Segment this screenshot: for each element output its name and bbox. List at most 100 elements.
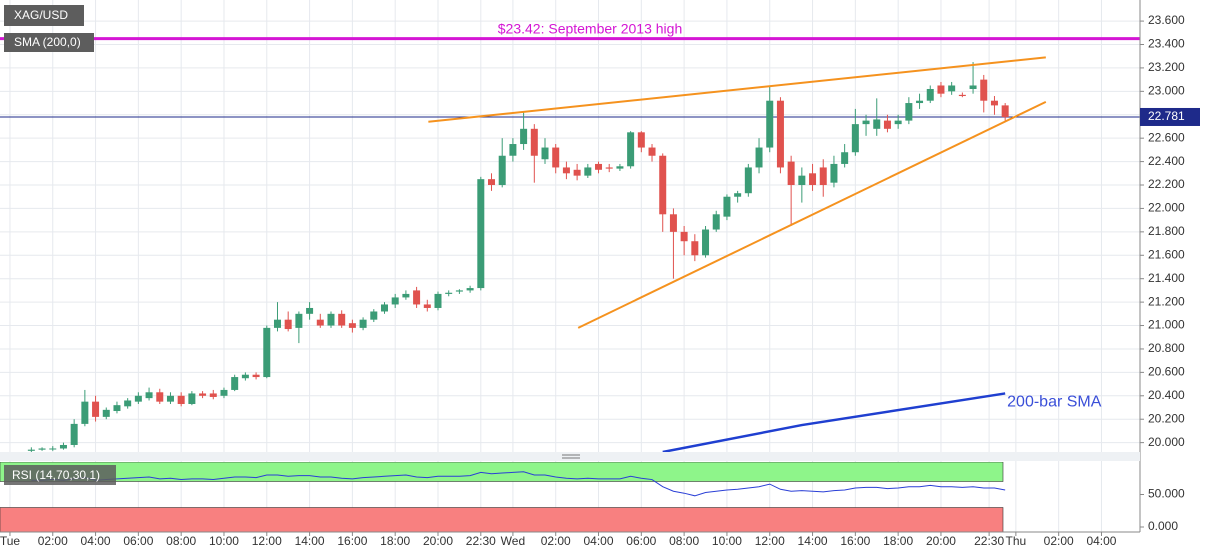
candle-body [145,392,153,399]
y-tick-label: 23.200 [1148,60,1185,74]
candle-body [509,144,517,156]
x-tick-label: 12:00 [755,534,785,548]
y-tick-label: 21.400 [1148,271,1185,285]
candle-body [862,120,870,125]
legend-title: XAG/USD [14,8,68,22]
y-tick-label: 20.600 [1148,365,1185,379]
candle-body [338,313,346,326]
x-tick-label: 14:00 [798,534,828,548]
rsi-upper-band [0,462,1004,482]
x-tick-label: 20:00 [926,534,956,548]
candle-body [894,120,902,125]
candle-body [49,448,57,450]
legend-box [4,33,94,52]
legend-box [4,465,116,485]
last-price-label: 22.781 [1148,109,1185,123]
candle-body [231,377,239,390]
candle-body [798,175,806,186]
candle-body [1001,105,1009,118]
x-tick-label: 06:00 [626,534,656,548]
candle-body [445,292,453,294]
candle-body [81,401,89,424]
candle-body [926,88,934,101]
x-tick-label: 10:00 [209,534,239,548]
candle-body [348,323,356,328]
candle-body [712,214,720,230]
x-tick-label: 06:00 [123,534,153,548]
candle-body [27,449,35,451]
candle-body [477,179,485,289]
legend-indicator: SMA (200,0) [14,35,81,49]
candle-body [402,293,410,298]
x-tick-label: 10:00 [712,534,742,548]
panel-separator [0,452,1140,461]
candle-body [809,173,817,186]
level-label: $23.42: September 2013 high [498,20,682,36]
candle-body [156,392,164,402]
candle-body [787,161,795,186]
candle-body [723,196,731,217]
candle-body [413,290,421,305]
candle-body [627,132,635,167]
candle-body [113,405,121,412]
candle-body [380,304,388,312]
candle-body [873,119,881,129]
candle-body [744,167,752,194]
candle-body [948,85,956,92]
candle-body [659,155,667,215]
y-tick-label: 21.000 [1148,318,1185,332]
rsi-lower-band [0,507,1004,532]
candle-body [241,374,249,379]
candle-body [220,389,228,396]
candle-body [605,167,613,169]
main-panel [0,37,1140,452]
candle-body [38,448,46,450]
candle-body [166,395,174,402]
candle-body [273,319,281,328]
x-tick-label: 22:30 [466,534,496,548]
y-tick-label: 22.400 [1148,154,1185,168]
rsi-tick-label: 50.000 [1148,487,1185,501]
x-tick-label: 02:00 [541,534,571,548]
candle-body [841,152,849,164]
x-tick-label: 12:00 [252,534,282,548]
legend-rsi: RSI (14,70,30,1) [12,468,100,482]
rsi-panel [0,462,1006,532]
candle-body [937,85,945,94]
candle-body [851,124,859,153]
x-tick-label: 02:00 [38,534,68,548]
x-tick-label: 18:00 [380,534,410,548]
x-tick-label: 04:00 [81,534,111,548]
candle-body [306,307,314,314]
rsi-tick-label: 0.000 [1148,519,1178,533]
y-tick-label: 20.800 [1148,341,1185,355]
x-tick-label: 14:00 [295,534,325,548]
axes: 20.000 20.200 20.400 20.600 20.800 21.000 21.2… [0,13,1185,548]
x-tick-label: 04:00 [1086,534,1116,548]
trend-line [428,56,1046,123]
candle-body [691,241,699,256]
last-price-tag [1140,107,1200,126]
candle-body [562,167,570,174]
candle-body [883,120,891,129]
candle-body [498,155,506,186]
candle-body [776,100,784,168]
y-tick-label: 22.600 [1148,130,1185,144]
candle-body [990,100,998,106]
candle-body [59,444,67,449]
candle-body [370,311,378,320]
y-tick-label: 20.000 [1148,435,1185,449]
candle-body [252,374,260,378]
candle-body [916,100,924,104]
rsi-line [31,471,1006,497]
candle-body [766,100,774,148]
y-tick-label: 20.200 [1148,411,1185,425]
candle-body [102,409,110,417]
candle-body [755,147,763,168]
x-tick-label: 16:00 [337,534,367,548]
candle-body [359,319,367,328]
candle-body [316,319,324,326]
x-tick-label: 08:00 [669,534,699,548]
candle-body [530,128,538,156]
candle-body [669,214,677,232]
